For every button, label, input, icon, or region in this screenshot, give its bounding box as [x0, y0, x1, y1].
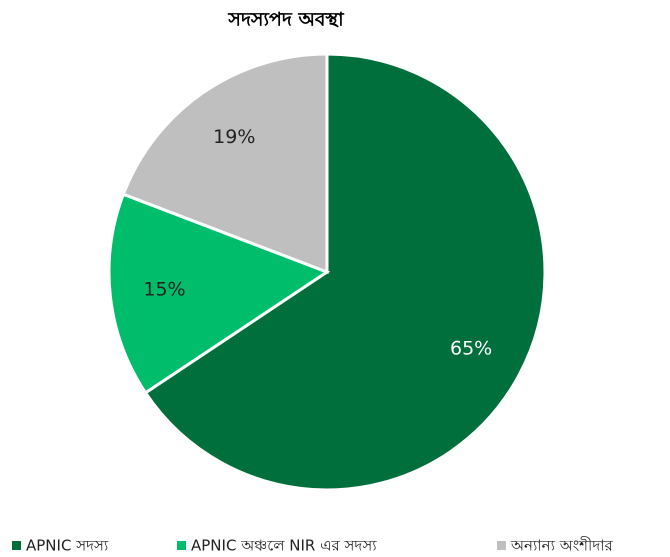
legend-label: অন্যান্য অংশীদার — [510, 537, 614, 555]
pie-slice — [121, 52, 329, 275]
legend-swatch — [12, 541, 21, 550]
data-label: 65% — [450, 338, 492, 360]
data-label: 19% — [213, 126, 255, 148]
pie-slice — [143, 52, 547, 492]
legend-label: APNIC সদস্য — [26, 537, 109, 555]
legend-swatch — [497, 541, 506, 550]
legend-swatch — [177, 541, 186, 550]
pie-slice — [107, 192, 331, 395]
legend-label: APNIC অঞ্চলে NIR এর সদস্য — [191, 537, 377, 555]
data-label: 15% — [143, 279, 185, 301]
chart-title: সদস্যপদ অবস্থা — [227, 9, 345, 31]
